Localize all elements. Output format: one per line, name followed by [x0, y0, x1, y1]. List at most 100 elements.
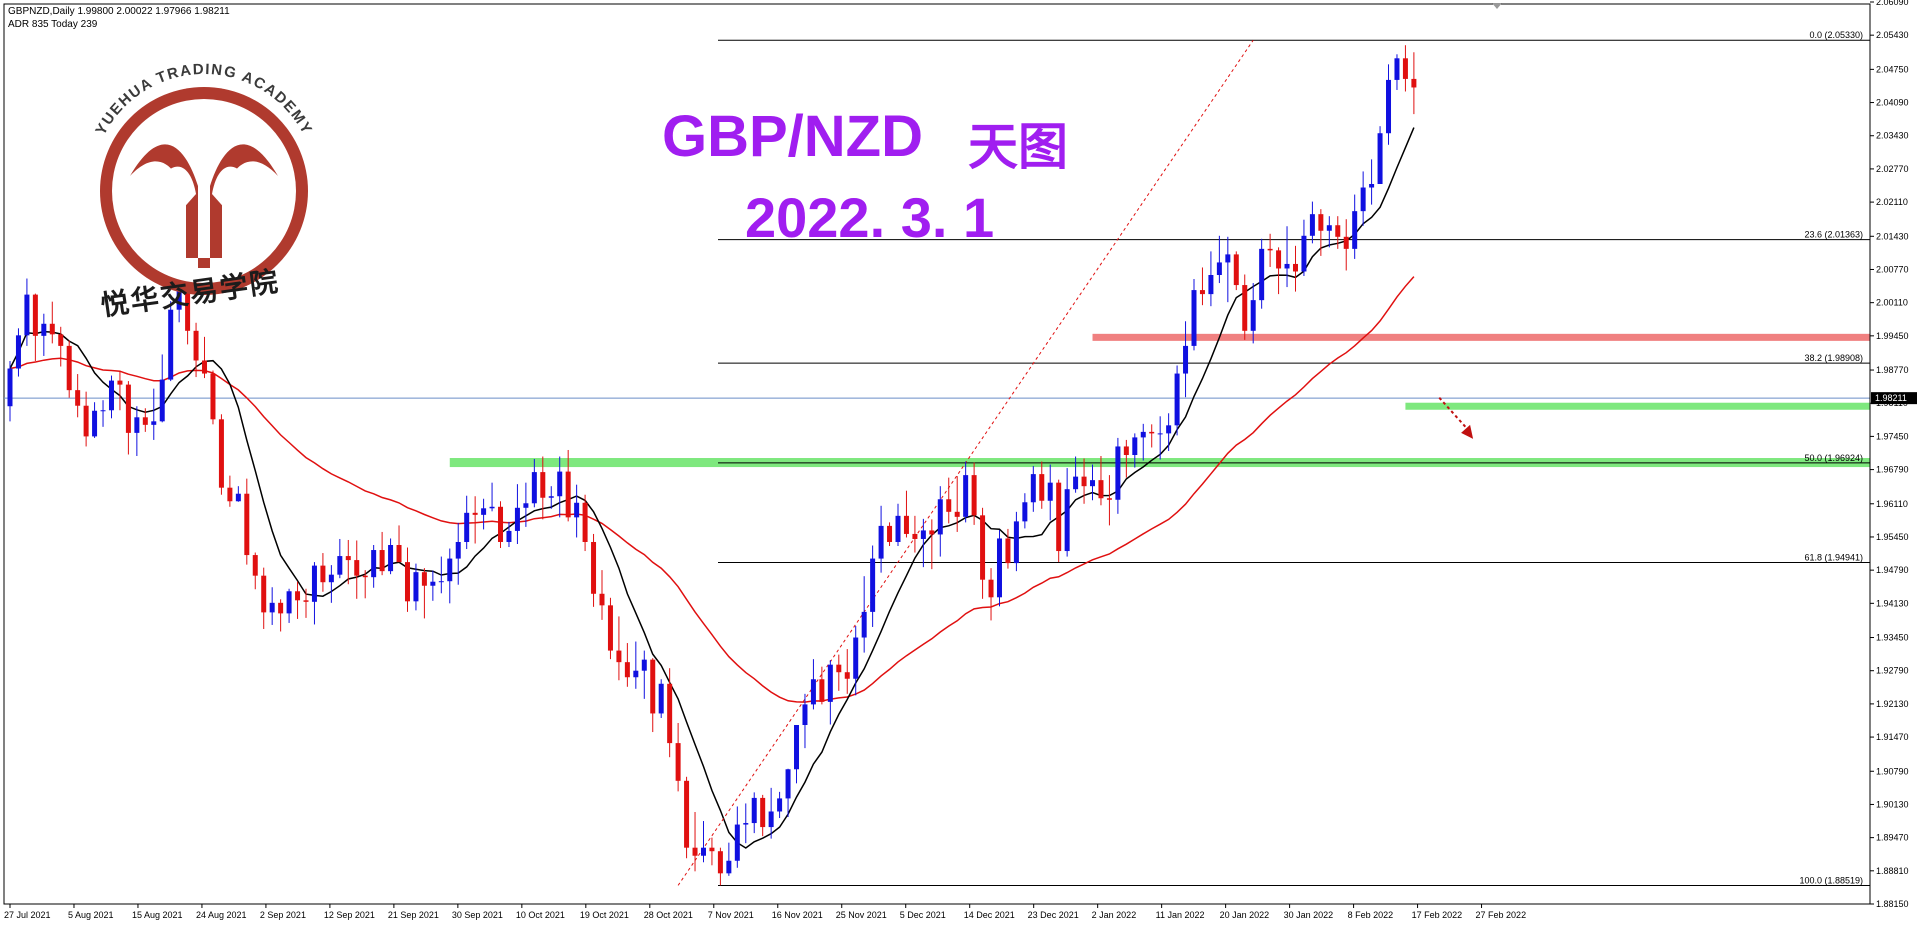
- candle: [878, 505, 884, 573]
- candle: [920, 518, 926, 568]
- price-tick-label: 1.88810: [1876, 866, 1909, 876]
- candle-body: [946, 499, 952, 512]
- candle-body: [328, 574, 334, 583]
- candle-body: [269, 602, 275, 613]
- candle: [870, 545, 876, 627]
- candle-body: [1047, 482, 1053, 501]
- candle: [540, 456, 546, 520]
- candle: [252, 552, 258, 590]
- candle-body: [1115, 446, 1121, 500]
- candle: [83, 391, 89, 447]
- candle-body: [963, 475, 969, 517]
- candle: [1233, 251, 1239, 291]
- candle-body: [49, 323, 55, 335]
- candle-body: [980, 515, 986, 580]
- candle: [269, 587, 275, 625]
- candle-body: [582, 502, 588, 542]
- candle-body: [760, 797, 766, 828]
- candle-body: [41, 323, 47, 336]
- candle-body: [396, 545, 402, 563]
- candle: [1115, 437, 1121, 514]
- candle: [726, 842, 732, 876]
- candle-body: [650, 659, 656, 714]
- candle-body: [667, 683, 673, 744]
- price-tick-label: 1.92790: [1876, 666, 1909, 676]
- candle-body: [176, 290, 182, 310]
- candle: [1140, 423, 1146, 461]
- candle: [303, 588, 309, 618]
- candle: [591, 533, 597, 607]
- price-tick-label: 2.02770: [1876, 164, 1909, 174]
- candle: [514, 484, 520, 544]
- candle-body: [83, 405, 89, 437]
- candle-body: [227, 487, 233, 502]
- price-tick-label: 1.88150: [1876, 899, 1909, 909]
- candle-body: [912, 533, 918, 539]
- candle: [827, 660, 833, 725]
- candle: [1326, 216, 1332, 248]
- candle: [1022, 493, 1028, 529]
- time-tick-label: 14 Dec 2021: [964, 910, 1015, 920]
- candle-body: [1402, 58, 1408, 79]
- candle-body: [523, 503, 529, 508]
- pair-title: GBP/NZD: [662, 104, 923, 169]
- candle-body: [684, 780, 690, 848]
- candle: [1318, 209, 1324, 256]
- candle-body: [320, 565, 326, 583]
- time-tick-label: 16 Nov 2021: [772, 910, 823, 920]
- candle-body: [1369, 184, 1375, 188]
- support-zone-2: [1405, 402, 1870, 410]
- fib-level-label: 0.0 (2.05330): [1809, 30, 1863, 40]
- candle: [430, 570, 436, 601]
- candle-body: [1326, 225, 1332, 231]
- candle: [692, 811, 698, 872]
- candle: [794, 725, 800, 784]
- candle: [1013, 511, 1019, 572]
- price-tick-label: 1.98770: [1876, 365, 1909, 375]
- price-tick-label: 1.92130: [1876, 699, 1909, 709]
- candle-body: [616, 650, 622, 663]
- candle: [548, 486, 554, 509]
- candle: [447, 548, 453, 604]
- candle: [218, 414, 224, 495]
- candle: [565, 449, 571, 522]
- price-tick-label: 1.89470: [1876, 833, 1909, 843]
- fib-level-label: 50.0 (1.96924): [1804, 453, 1863, 463]
- candle: [912, 515, 918, 553]
- candle: [684, 776, 690, 859]
- candle-body: [210, 373, 216, 420]
- candle: [1149, 424, 1155, 448]
- candle: [996, 529, 1002, 607]
- candle-body: [1106, 498, 1112, 500]
- candle: [227, 475, 233, 507]
- candle-body: [937, 499, 943, 535]
- candle-body: [1039, 474, 1045, 501]
- candle: [1132, 433, 1138, 468]
- candle-body: [24, 294, 30, 336]
- candle-body: [1335, 225, 1341, 237]
- candle-body: [785, 769, 791, 799]
- candle: [946, 477, 952, 524]
- resistance-zone-0: [1092, 333, 1870, 341]
- scroll-marker-icon: [1492, 3, 1502, 9]
- candle-body: [802, 704, 808, 726]
- candle: [1056, 479, 1062, 563]
- candle-body: [1081, 476, 1087, 487]
- candle-body: [540, 472, 546, 498]
- candle-body: [168, 309, 174, 380]
- candle-body: [218, 419, 224, 488]
- candle-body: [988, 579, 994, 598]
- candle-body: [1123, 446, 1129, 456]
- candle-body: [202, 360, 208, 374]
- candle-body: [1005, 538, 1011, 564]
- candle: [988, 568, 994, 621]
- candle: [1073, 456, 1079, 493]
- candle: [176, 286, 182, 323]
- price-tick-label: 1.94790: [1876, 565, 1909, 575]
- price-tick-label: 2.02110: [1876, 197, 1908, 207]
- candle-body: [1183, 345, 1189, 374]
- candle-body: [861, 611, 867, 638]
- candle-body: [819, 679, 825, 702]
